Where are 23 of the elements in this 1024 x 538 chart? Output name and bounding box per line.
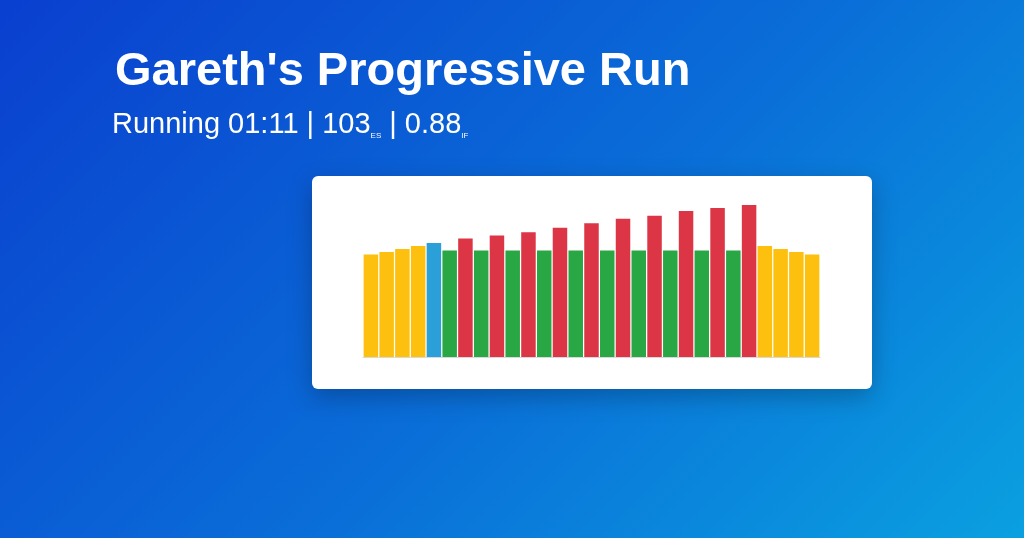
- bar: [442, 250, 457, 357]
- bar: [694, 250, 710, 357]
- bar: [726, 250, 741, 357]
- bar: [647, 215, 662, 357]
- bar: [473, 250, 489, 357]
- bar: [615, 218, 631, 357]
- bar: [710, 208, 725, 357]
- chart-title: Gareth's Progressive Run: [115, 42, 691, 95]
- bar: [631, 250, 647, 357]
- bar: [600, 250, 615, 357]
- chart-subtitle: Running 01:11 | 103$_{ES}$ | 0.88$_{IF}$: [112, 107, 469, 140]
- bar: [426, 243, 442, 357]
- bar: [458, 238, 473, 357]
- bar: [505, 250, 520, 357]
- bar: [663, 250, 678, 357]
- bar: [741, 205, 757, 357]
- bar: [568, 250, 583, 357]
- bar: [489, 235, 505, 357]
- bar: [552, 227, 568, 357]
- bar: [536, 250, 552, 357]
- bar: [584, 223, 599, 357]
- bar: [521, 232, 536, 357]
- bar: [678, 211, 694, 357]
